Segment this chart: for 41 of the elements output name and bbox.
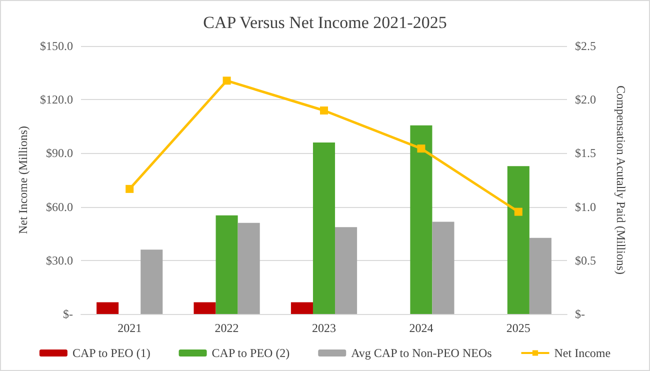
x-tick-label: 2025: [506, 321, 530, 335]
x-tick-label: 2024: [409, 321, 434, 335]
point: [222, 76, 231, 85]
bar: [96, 302, 119, 314]
legend-label: Avg CAP to Non-PEO NEOs: [351, 346, 492, 360]
point: [417, 144, 426, 153]
x-tick-label: 2021: [118, 321, 142, 335]
bar: [216, 215, 238, 314]
bar: [529, 238, 552, 314]
bar: [410, 125, 432, 314]
legend-label: Net Income: [554, 346, 611, 360]
x-tick-label: 2022: [214, 321, 239, 335]
bar: [312, 142, 336, 314]
chart-title: CAP Versus Net Income 2021-2025: [203, 13, 447, 32]
y-tick-label: $90.0: [46, 146, 73, 160]
y-axis-title: Net Income (Millions): [16, 126, 30, 234]
y-tick-label: $150.0: [40, 39, 73, 53]
y-tick-label: $30.0: [46, 253, 73, 268]
y2-tick-label: $-: [575, 307, 585, 321]
legend-label: CAP to PEO (2): [212, 346, 290, 360]
bar: [290, 302, 313, 314]
bar: [140, 250, 163, 314]
y2-tick-label: $2.0: [575, 92, 596, 107]
y-tick-label: $120.0: [40, 92, 73, 107]
bar: [432, 222, 454, 314]
bar: [194, 302, 216, 314]
bar: [507, 166, 530, 314]
y2-tick-label: $1.0: [575, 200, 596, 214]
bar: [238, 222, 260, 314]
legend-label: CAP to PEO (1): [72, 346, 150, 360]
point: [320, 106, 328, 114]
y2-tick-label: $0.5: [575, 253, 596, 268]
y-tick-label: $60.0: [46, 200, 73, 214]
bar: [335, 227, 358, 314]
point: [514, 208, 522, 216]
x-tick-label: 2023: [312, 321, 336, 335]
y2-tick-label: $2.5: [575, 39, 596, 53]
y-tick-label: $-: [63, 307, 73, 321]
y2-tick-label: $1.5: [575, 146, 596, 160]
point: [126, 184, 134, 193]
y2-axis-title: Compensation Acutally Paid (Millions): [614, 86, 628, 274]
